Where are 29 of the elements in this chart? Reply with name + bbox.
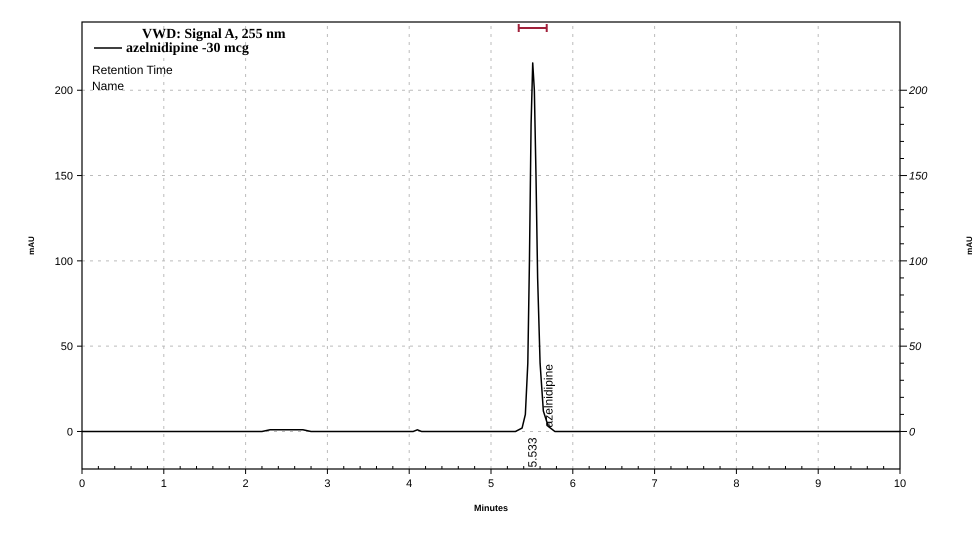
- y2-tick-label: 200: [908, 85, 928, 98]
- y2-tick-label: 100: [909, 256, 928, 268]
- x-tick-label: 3: [324, 478, 330, 490]
- annotation: azelnidipine: [542, 364, 556, 428]
- x-tick-label: 0: [78, 478, 86, 490]
- x-tick-label: 4: [406, 478, 412, 490]
- text: VWD: Signal A, 255 nm azelnidipine -30 mcg: [126, 27, 286, 56]
- x-tick-label: 7: [652, 478, 658, 490]
- y-tick-label: 200: [54, 85, 73, 98]
- y2-tick-label: 150: [909, 170, 928, 183]
- x-tick-label: 5: [488, 478, 494, 490]
- y-axis-title: mAU: [27, 236, 36, 255]
- x-tick-label: 10: [894, 478, 906, 490]
- x-axis-title: Minutes: [474, 503, 508, 513]
- x-tick-label: 2: [242, 478, 249, 490]
- y-tick-label: 150: [54, 170, 73, 183]
- annotation: 5.533: [526, 437, 540, 468]
- x-tick-label: 1: [160, 478, 167, 490]
- x-tick-label: 6: [570, 478, 576, 490]
- y2-tick-label: 0: [909, 426, 916, 438]
- y2-axis-title: mAU: [965, 236, 974, 255]
- y-tick-label: 100: [54, 256, 73, 268]
- y2-tick-label: 50: [909, 341, 922, 354]
- annotation: Name: [92, 79, 124, 93]
- x-tick-label: 8: [733, 478, 740, 490]
- x-tick-label: 9: [815, 478, 822, 490]
- y-tick-label: 0: [66, 426, 73, 438]
- annotation: Retention Time: [92, 63, 174, 77]
- y-tick-label: 50: [60, 341, 73, 354]
